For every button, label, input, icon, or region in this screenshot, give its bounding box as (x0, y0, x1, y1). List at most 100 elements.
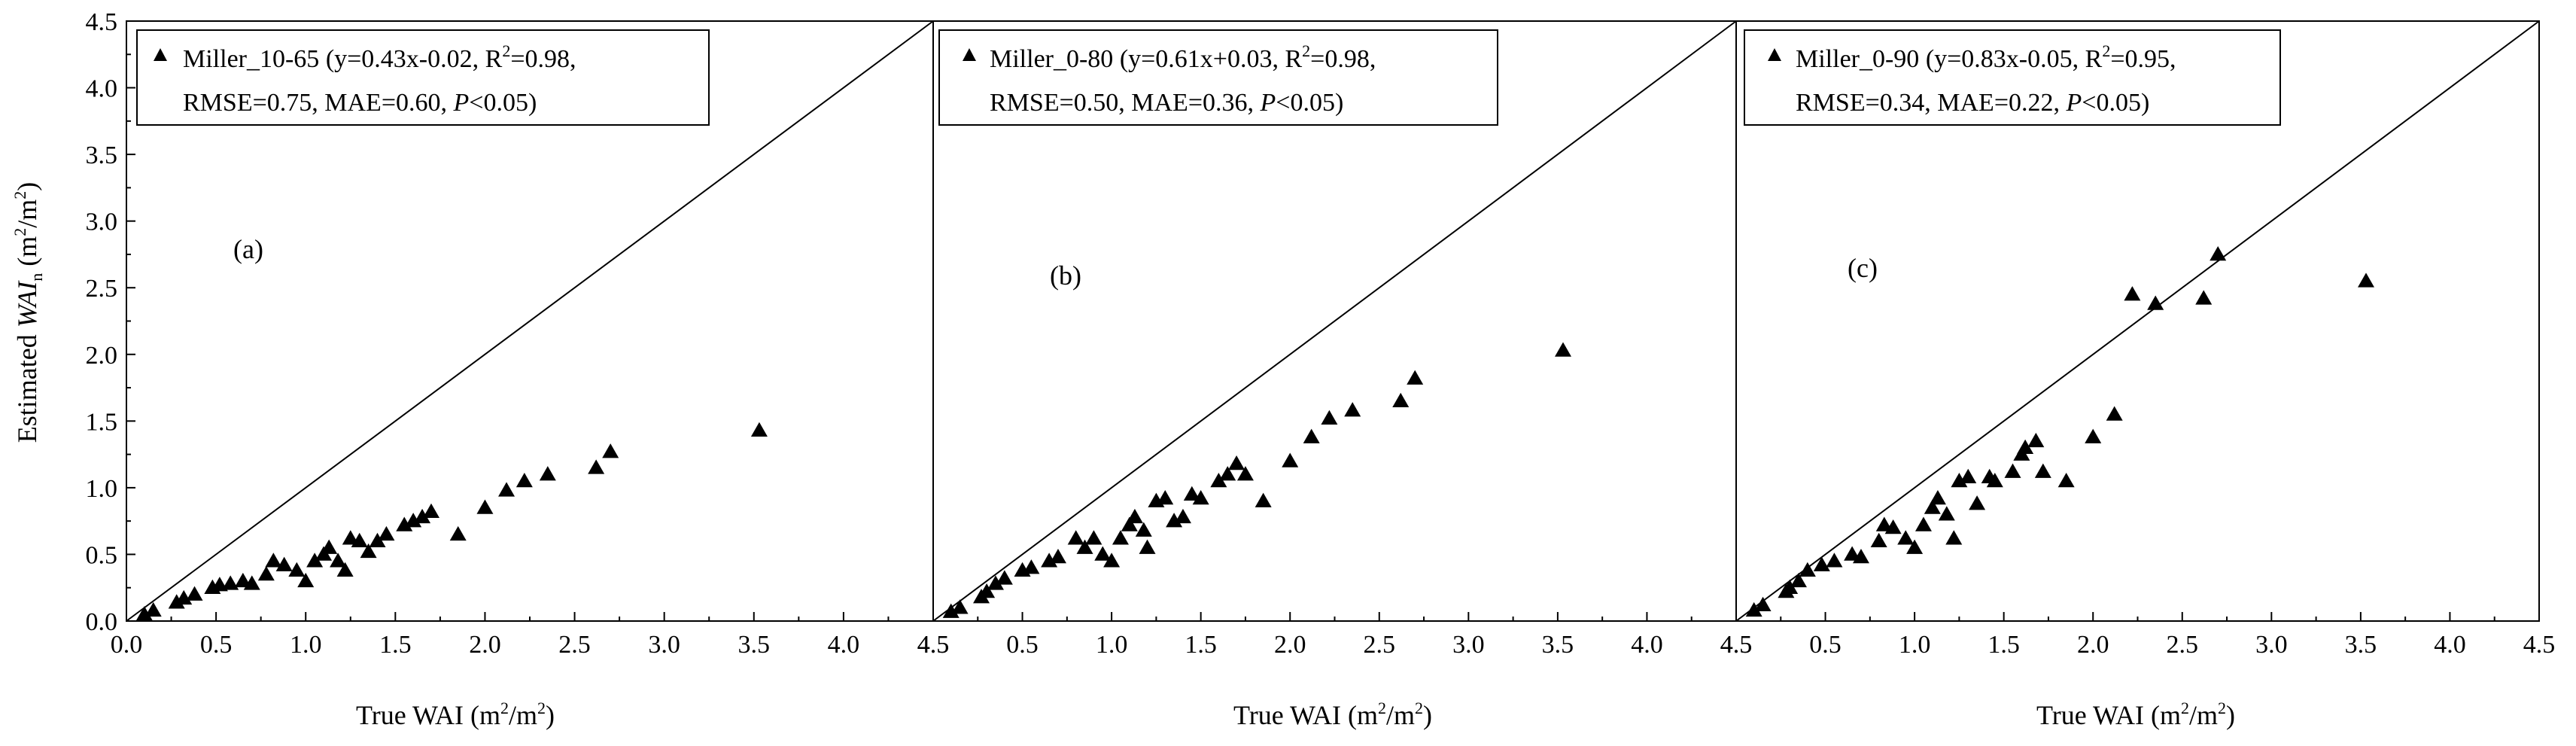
y-axis-ticks: 0.0 0.5 1.0 1.5 2.0 2.5 3.0 3.5 4.0 4.5 (86, 8, 135, 636)
y-tick-label: 2.0 (86, 342, 118, 370)
data-point (1852, 548, 1869, 564)
data-point (1897, 530, 1915, 545)
data-point (516, 473, 533, 488)
data-point (1951, 473, 1968, 488)
data-point (987, 575, 1004, 590)
data-point (539, 466, 556, 481)
data-point (321, 539, 338, 554)
data-point (1192, 490, 1209, 505)
data-point (414, 508, 431, 524)
x-tick-label: 3.0 (648, 631, 680, 659)
data-point (288, 562, 306, 577)
data-point (422, 503, 439, 519)
legend-box (136, 29, 710, 126)
data-point (2034, 463, 2051, 478)
data-point (1085, 530, 1102, 545)
data-point (1924, 499, 1941, 514)
data-point (369, 532, 386, 547)
x-tick-label: 4.0 (2434, 631, 2466, 659)
data-point (1555, 342, 1572, 357)
data-point (175, 589, 193, 605)
data-point (1392, 392, 1410, 408)
x-tick-label: 4.0 (828, 631, 860, 659)
x-tick-label: 1.5 (379, 631, 412, 659)
data-point (275, 556, 293, 571)
x-tick-label: 0.0 (111, 631, 143, 659)
data-point (1745, 601, 1762, 617)
data-point (2017, 439, 2034, 455)
panel-a: 0.0 0.5 1.0 1.5 2.0 2.5 3.0 3.5 4.0 4.5 0.0 0.5 1.0… (86, 8, 950, 730)
one-to-one-line (932, 20, 1737, 622)
data-point (2027, 432, 2045, 448)
data-point (1844, 546, 1861, 561)
x-axis-ticks: 4.5 0.5 1.0 1.5 2.0 2.5 3.0 3.5 4.0 4.5 (917, 612, 1753, 659)
data-point (1929, 490, 1946, 505)
data-point (396, 516, 413, 531)
data-point (1813, 556, 1830, 571)
data-point (1986, 473, 2003, 488)
x-tick-label: 4.5 (917, 631, 950, 659)
data-points (135, 422, 768, 621)
x-tick-label: 2.0 (469, 631, 501, 659)
data-point (750, 422, 768, 437)
x-tick-label: 2.0 (2077, 631, 2109, 659)
data-point (257, 566, 275, 581)
data-point (1139, 539, 1156, 554)
data-point (1906, 539, 1924, 554)
data-point (1126, 508, 1143, 524)
x-tick-label: 1.5 (1185, 631, 1217, 659)
y-tick-label: 1.5 (86, 408, 118, 436)
data-point (2195, 290, 2213, 305)
data-point (449, 525, 467, 541)
legend-marker-triangle (154, 48, 167, 61)
data-point (1121, 516, 1138, 531)
data-point (265, 553, 282, 568)
x-tick-label: 1.0 (1899, 631, 1931, 659)
one-to-one-line (126, 20, 934, 622)
y-axis-title: Estimated WAIn (m2/m2) (11, 182, 46, 443)
data-points (942, 342, 1572, 618)
x-tick-label: 2.5 (2167, 631, 2199, 659)
data-point (1076, 539, 1093, 554)
x-tick-label: 0.5 (1809, 631, 1842, 659)
x-axis-ticks: 0.0 0.5 1.0 1.5 2.0 2.5 3.0 3.5 4.0 4.5 (111, 612, 949, 659)
data-point (135, 606, 153, 621)
data-point (405, 513, 422, 528)
data-point (1344, 402, 1361, 417)
data-point (297, 572, 315, 588)
legend-marker-triangle (963, 48, 976, 61)
legend: Miller_0-80 (y=0.61x+0.03, R2=0.98, RMSE… (938, 29, 1498, 126)
y-tick-label: 2.5 (86, 275, 118, 303)
x-tick-label: 3.5 (2345, 631, 2377, 659)
data-point (476, 499, 494, 514)
x-axis-ticks: 4.5 0.5 1.0 1.5 2.0 2.5 3.0 3.5 4.0 4.5 (1720, 612, 2556, 659)
data-point (1041, 553, 1058, 568)
y-tick-label: 1.0 (86, 475, 118, 503)
panel-label: (a) (233, 234, 263, 264)
x-tick-label: 1.0 (1096, 631, 1128, 659)
data-point (1790, 572, 1807, 588)
legend: Miller_10-65 (y=0.43x-0.02, R2=0.98, RMS… (136, 29, 710, 126)
data-point (2124, 286, 2141, 301)
data-point (2004, 463, 2021, 478)
data-point (1219, 466, 1236, 481)
x-tick-label: 4.5 (1720, 631, 1753, 659)
y-tick-label: 0.5 (86, 541, 118, 569)
y-tick-label: 3.0 (86, 209, 118, 236)
data-point (1915, 516, 1932, 531)
data-point (1094, 546, 1112, 561)
data-point (2057, 473, 2075, 488)
data-point (351, 532, 368, 547)
legend-line-2: RMSE=0.50, MAE=0.36, P<0.05) (990, 89, 1343, 117)
data-point (2147, 295, 2164, 310)
data-point (1023, 559, 1040, 574)
y-tick-label: 4.0 (86, 75, 118, 103)
legend-box (1744, 29, 2281, 126)
data-point (234, 572, 251, 588)
data-point (1303, 428, 1320, 443)
x-tick-label: 0.5 (200, 631, 233, 659)
x-tick-label: 4.5 (2523, 631, 2556, 659)
legend: Miller_0-90 (y=0.83x-0.05, R2=0.95, RMSE… (1744, 29, 2281, 126)
data-point (336, 562, 354, 577)
panel-label: (c) (1848, 253, 1878, 283)
